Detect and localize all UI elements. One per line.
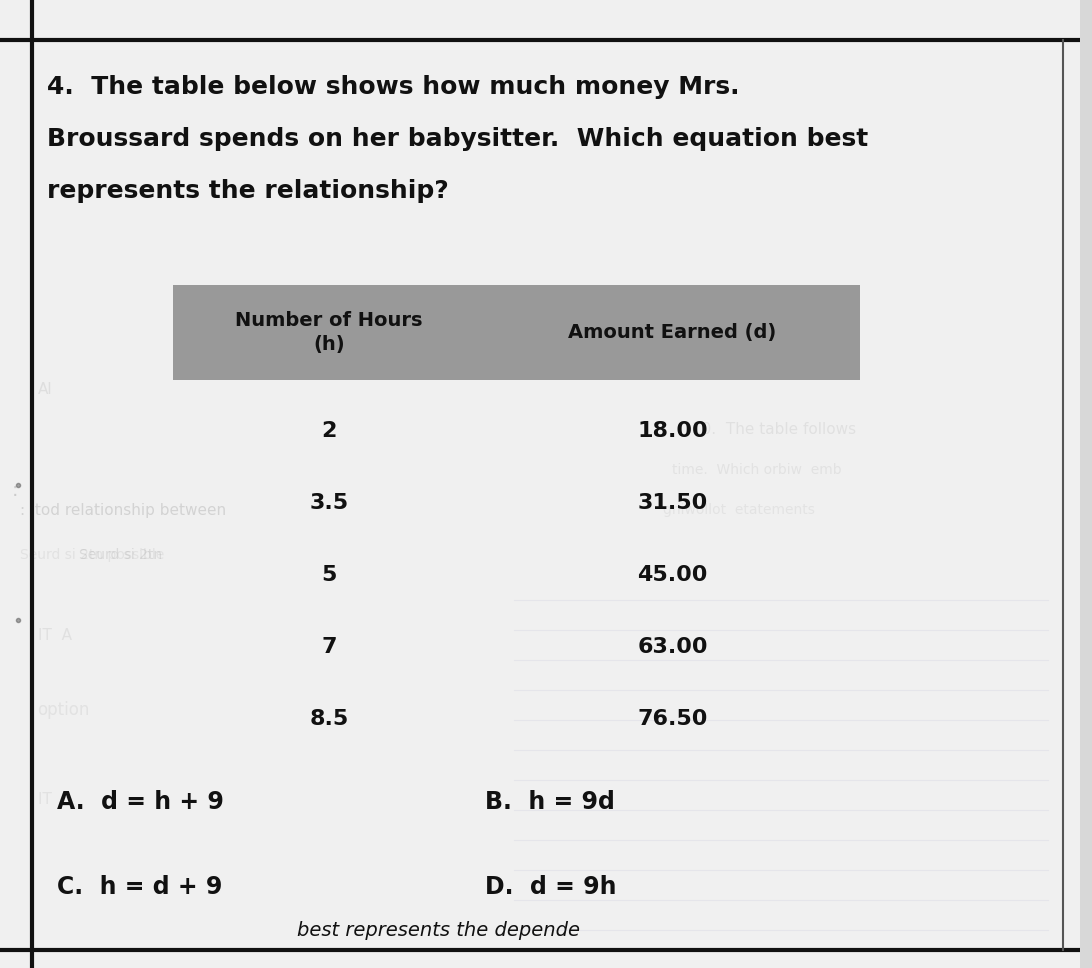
- Text: Broussard spends on her babysitter.  Which equation best: Broussard spends on her babysitter. Whic…: [47, 127, 869, 151]
- Text: Seurd si 2tn: Seurd si 2tn: [79, 548, 163, 562]
- Text: 18.00: 18.00: [637, 421, 708, 441]
- Text: Seurd si 2tn possible: Seurd si 2tn possible: [20, 548, 164, 562]
- Text: :  tod relationship between: : tod relationship between: [20, 502, 226, 518]
- Text: 7: 7: [321, 637, 336, 657]
- Text: option: option: [37, 701, 90, 719]
- Text: B.  h = 9d: B. h = 9d: [485, 790, 615, 814]
- Text: D.  d = 9h: D. d = 9h: [485, 875, 616, 899]
- Text: 76.50: 76.50: [638, 709, 708, 729]
- Text: 4.  The table below shows how much money Mrs.: 4. The table below shows how much money …: [47, 75, 740, 99]
- Text: gniwollot  etatements: gniwollot etatements: [663, 503, 815, 517]
- Text: IT  A: IT A: [37, 627, 72, 643]
- Text: best represents the depende: best represents the depende: [297, 921, 580, 940]
- Text: Al: Al: [37, 382, 52, 398]
- Text: :: :: [12, 480, 19, 499]
- Text: 10.  The table follows: 10. The table follows: [692, 422, 856, 438]
- Text: time.  Which orbiw  emb: time. Which orbiw emb: [673, 463, 842, 477]
- Text: 63.00: 63.00: [638, 637, 708, 657]
- Text: 5: 5: [321, 565, 336, 585]
- Text: IT  8: IT 8: [37, 793, 71, 807]
- Text: 8.5: 8.5: [309, 709, 348, 729]
- Text: Amount Earned (d): Amount Earned (d): [568, 323, 776, 342]
- Text: Number of Hours
(h): Number of Hours (h): [235, 312, 423, 353]
- Text: 2: 2: [321, 421, 336, 441]
- Text: represents the relationship?: represents the relationship?: [47, 179, 449, 203]
- Text: A.  d = h + 9: A. d = h + 9: [58, 790, 224, 814]
- Text: C.  h = d + 9: C. h = d + 9: [58, 875, 223, 899]
- Text: 45.00: 45.00: [638, 565, 708, 585]
- Bar: [173, 285, 860, 380]
- Text: 31.50: 31.50: [638, 493, 708, 513]
- Text: 3.5: 3.5: [309, 493, 348, 513]
